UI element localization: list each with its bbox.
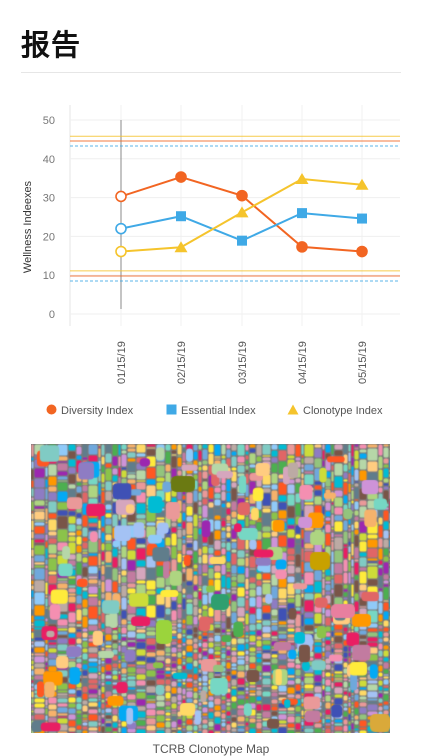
data-point	[176, 211, 186, 222]
page-title: 报告	[21, 28, 82, 62]
x-tick-label: 01/15/19	[116, 341, 128, 384]
legend-label: Diversity Index	[61, 405, 134, 417]
circle-icon	[46, 404, 57, 418]
gridlines	[69, 105, 400, 326]
y-tick-label: 30	[43, 193, 55, 205]
x-tick-label: 03/15/19	[237, 341, 249, 384]
clonotype-map-canvas	[31, 444, 390, 733]
clonotype-map	[31, 444, 390, 733]
data-point	[174, 241, 188, 253]
data-point	[357, 213, 367, 224]
y-axis-label: Wellness Indeexes	[22, 180, 34, 273]
data-point	[295, 172, 309, 184]
title-divider	[21, 72, 401, 73]
clonotype-map-caption: TCRB Clonotype Map	[152, 742, 270, 756]
data-point	[115, 190, 127, 203]
square-icon	[166, 404, 177, 418]
data-point	[236, 189, 248, 202]
y-tick-label: 50	[43, 115, 55, 127]
legend-item-diversity[interactable]: Diversity Index	[46, 404, 133, 418]
data-point	[355, 178, 369, 190]
data-point	[115, 245, 127, 258]
y-tick-label: 20	[43, 231, 55, 243]
legend-item-essential[interactable]: Essential Index	[166, 404, 256, 418]
y-tick-label: 10	[43, 270, 55, 282]
data-point	[356, 245, 368, 258]
triangle-icon	[287, 404, 299, 418]
legend-item-clonotype[interactable]: Clonotype Index	[287, 404, 383, 418]
y-tick-label: 40	[43, 154, 55, 166]
axis-ticks: 0 10 20 30 40 50 01/15/19 02/15/19 03/15/19 04/15…	[43, 115, 369, 384]
y-tick-label: 0	[49, 309, 55, 321]
legend-label: Clonotype Index	[303, 405, 383, 417]
data-point	[237, 235, 247, 246]
wellness-line-chart: Wellness Indeexes 0 10 20 30 40 50 01/15/19 02/…	[22, 105, 400, 384]
data-series	[115, 171, 369, 258]
data-point	[297, 208, 307, 219]
x-tick-label: 02/15/19	[176, 341, 188, 384]
chart-legend: Diversity Index Essential Index Clonotyp…	[0, 404, 422, 422]
legend-label: Essential Index	[181, 405, 256, 417]
data-point	[175, 171, 187, 183]
data-point	[115, 222, 127, 235]
data-point	[296, 241, 308, 253]
data-point	[235, 206, 249, 218]
x-tick-label: 05/15/19	[357, 341, 369, 384]
reference-lines	[70, 135, 400, 282]
x-tick-label: 04/15/19	[297, 341, 309, 384]
